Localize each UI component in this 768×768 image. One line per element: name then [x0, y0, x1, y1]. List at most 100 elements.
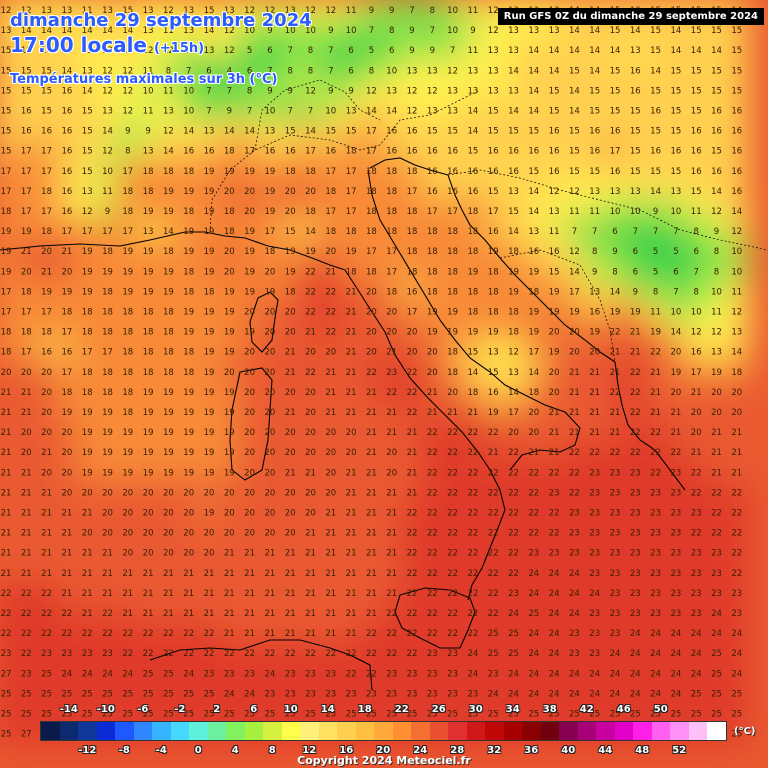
field-cell	[338, 58, 364, 83]
grid-value: 21	[41, 569, 52, 579]
field-cell	[541, 98, 567, 123]
field-cell	[623, 78, 648, 103]
grid-value: 20	[264, 488, 275, 498]
grid-value: 19	[122, 287, 133, 297]
field-cell	[217, 158, 242, 183]
field-cell	[481, 138, 506, 163]
field-cell	[440, 239, 465, 264]
field-cell	[34, 319, 59, 344]
grid-value: 16	[508, 167, 519, 177]
grid-value: 15	[549, 107, 560, 117]
field-cell	[602, 58, 628, 83]
grid-value: 5	[247, 46, 252, 56]
grid-value: 21	[325, 569, 336, 579]
grid-value: 21	[41, 488, 52, 498]
grid-value: 14	[163, 147, 174, 157]
field-cell	[196, 118, 222, 143]
field-cell	[602, 299, 628, 324]
grid-value: 17	[488, 207, 499, 217]
field-cell	[196, 78, 222, 103]
field-cell	[420, 98, 445, 123]
field-cell	[217, 118, 242, 143]
grid-value: 15	[41, 86, 52, 96]
field-cell	[501, 178, 526, 203]
grid-value: 19	[204, 448, 215, 458]
field-cell	[257, 118, 283, 143]
grid-value: 20	[21, 267, 32, 277]
grid-value: 24	[549, 589, 560, 599]
field-cell	[359, 58, 384, 83]
field-cell	[481, 219, 506, 244]
grid-value: 21	[224, 609, 235, 619]
grid-value: 10	[346, 26, 357, 36]
field-cell	[95, 319, 120, 344]
field-cell	[359, 18, 384, 43]
field-cell	[420, 58, 445, 83]
grid-value: 20	[61, 428, 72, 438]
grid-value: 20	[224, 187, 235, 197]
field-cell	[75, 399, 100, 425]
grid-value: 24	[528, 569, 539, 579]
grid-value: 19	[143, 247, 154, 257]
grid-value: 23	[427, 649, 438, 659]
field-cell	[521, 58, 546, 83]
grid-value: 20	[143, 549, 154, 559]
grid-value: 10	[325, 107, 336, 117]
field-cell	[278, 239, 303, 264]
field-cell	[562, 339, 587, 364]
grid-value: 18	[447, 368, 458, 378]
grid-value: 21	[102, 569, 113, 579]
grid-value: 7	[287, 107, 292, 117]
grid-value: 16	[285, 147, 296, 157]
grid-value: 21	[325, 388, 336, 398]
grid-value: 27	[21, 730, 32, 740]
grid-value: 18	[102, 287, 113, 297]
field-cell	[501, 379, 526, 404]
grid-value: 19	[244, 328, 255, 338]
grid-value: 16	[731, 107, 742, 117]
field-cell	[0, 158, 19, 183]
grid-value: 14	[102, 127, 113, 137]
grid-value: 21	[285, 368, 296, 378]
grid-value: 22	[508, 569, 519, 579]
grid-value: 21	[691, 448, 702, 458]
field-cell	[237, 239, 262, 264]
grid-value: 20	[264, 368, 275, 378]
grid-value: 18	[366, 267, 377, 277]
grid-value: 19	[82, 468, 93, 478]
forecast-offset: (+15h)	[153, 41, 205, 56]
field-cell	[338, 359, 364, 384]
grid-value: 20	[244, 388, 255, 398]
grid-value: 22	[711, 488, 722, 498]
field-cell	[338, 18, 364, 43]
grid-value: 15	[731, 86, 742, 96]
grid-value: 19	[1, 227, 12, 237]
grid-value: 22	[711, 509, 722, 519]
field-cell	[420, 259, 445, 284]
grid-value: 9	[328, 26, 333, 36]
grid-value: 10	[630, 207, 641, 217]
grid-value: 21	[589, 388, 600, 398]
grid-value: 19	[204, 247, 215, 257]
grid-value: 22	[691, 529, 702, 539]
field-cell	[257, 158, 283, 183]
grid-value: 24	[569, 589, 580, 599]
field-cell	[95, 259, 120, 284]
grid-value: 9	[409, 26, 414, 36]
grid-value: 21	[21, 468, 32, 478]
field-cell	[359, 279, 384, 304]
grid-value: 18	[143, 167, 154, 177]
field-cell	[278, 198, 303, 224]
field-cell	[54, 138, 80, 163]
field-cell	[562, 198, 587, 224]
grid-value: 6	[633, 267, 638, 277]
field-cell	[176, 239, 201, 264]
variable-title: Températures maximales sur 3h (°C)	[10, 72, 278, 87]
field-cell	[278, 18, 303, 43]
grid-value: 22	[467, 549, 478, 559]
grid-value: 24	[508, 669, 519, 679]
grid-value: 22	[650, 428, 661, 438]
field-cell	[460, 319, 486, 344]
field-cell	[217, 399, 242, 425]
grid-value: 13	[528, 26, 539, 36]
